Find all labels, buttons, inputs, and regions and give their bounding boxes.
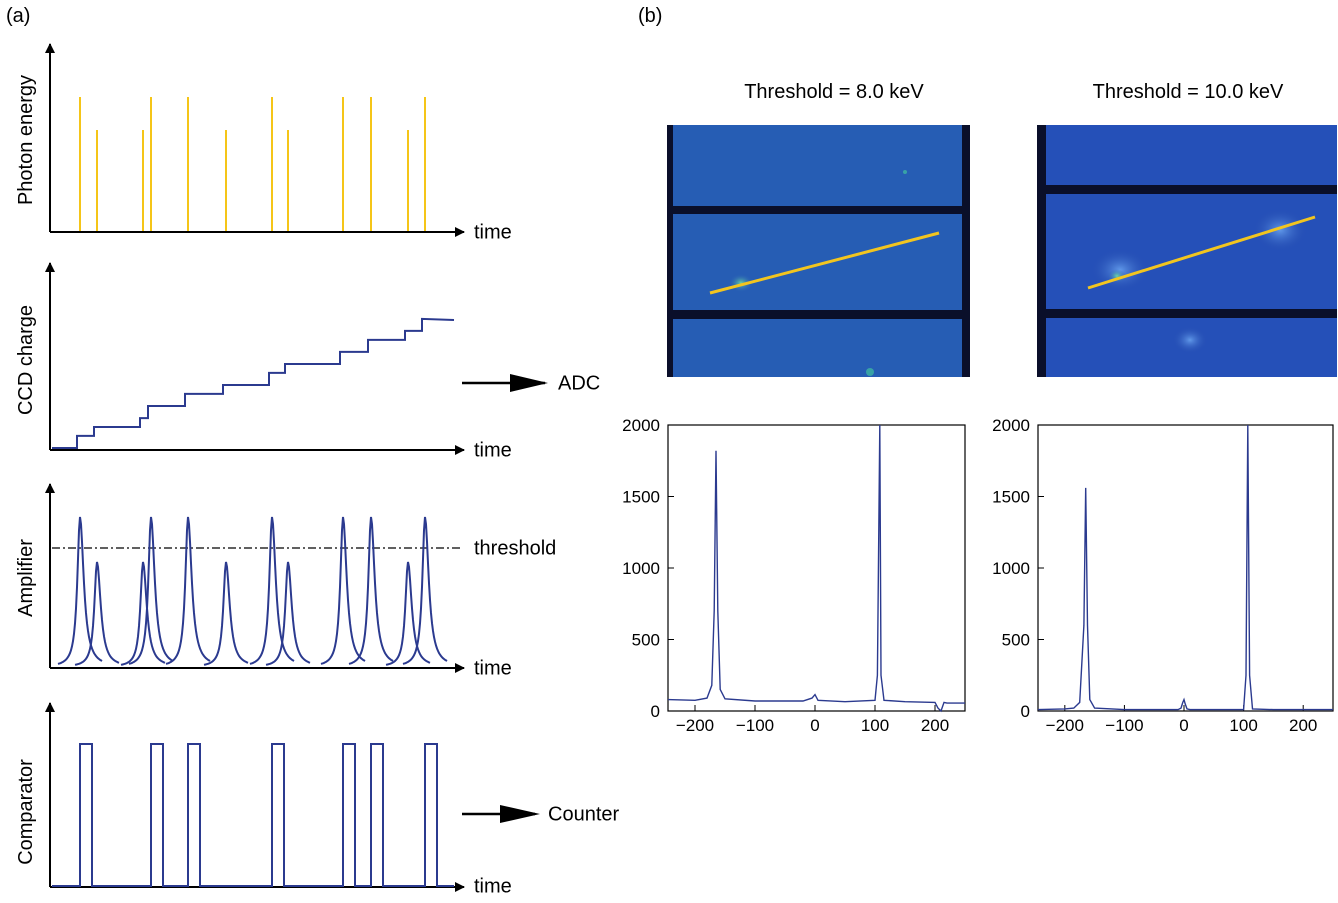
counter-arrow-head: [500, 805, 540, 823]
detector-gap: [667, 206, 970, 214]
y-axis-label: CCD charge: [15, 305, 37, 415]
profile-line-series: [1037, 424, 1333, 711]
profile-line: [709, 231, 940, 295]
amplifier-plot: Amplifier time threshold: [15, 483, 556, 679]
x-axis-label: time: [474, 439, 512, 461]
y-tick-label: 500: [632, 631, 660, 650]
amplifier-peak: [385, 561, 431, 666]
amplifier-peak: [348, 516, 394, 665]
detector-gap: [962, 125, 970, 377]
x-tick-label: −200: [1046, 716, 1084, 735]
amplifier-peak: [265, 561, 311, 666]
y-tick-label: 2000: [622, 416, 660, 435]
photon-pulses: [79, 97, 426, 231]
y-axis-label: Comparator: [15, 759, 37, 865]
y-tick-label: 2000: [992, 416, 1030, 435]
x-tick-label: 0: [1179, 716, 1188, 735]
y-tick-label: 500: [1002, 631, 1030, 650]
comparator-plot: Comparator time Counter: [15, 702, 619, 897]
detector-gap: [667, 310, 970, 319]
amplifier-peak: [120, 561, 166, 666]
x-tick-label: 200: [921, 716, 949, 735]
panel-b-label: (b): [638, 5, 662, 27]
amplifier-peak: [74, 561, 120, 666]
threshold-label: threshold: [474, 537, 556, 559]
x-tick-label: 0: [810, 716, 819, 735]
adc-label: ADC: [558, 372, 600, 394]
y-tick-label: 1000: [992, 559, 1030, 578]
y-tick-label: 1000: [622, 559, 660, 578]
profile-line: [1087, 215, 1316, 290]
image-title-left: Threshold = 8.0 keV: [744, 81, 924, 103]
bright-spot: [903, 170, 907, 174]
comparator-pulses: [52, 743, 454, 887]
adc-arrow-head: [510, 374, 548, 392]
x-tick-label: 100: [861, 716, 889, 735]
diffuse-glow: [1252, 208, 1308, 252]
ccd-charge-plot: CCD charge time ADC: [15, 262, 600, 461]
detector-image-right: [1037, 125, 1337, 377]
profile-line-series: [667, 424, 965, 713]
diffuse-glow: [1172, 326, 1208, 354]
detector-gap: [1037, 185, 1337, 194]
detector-shading: [667, 125, 970, 377]
amplifier-peak: [203, 561, 249, 666]
x-tick-label: −100: [736, 716, 774, 735]
y-axis-label: Photon energy: [15, 75, 37, 205]
amplifier-peaks: [57, 516, 448, 666]
detector-gap: [667, 125, 673, 377]
amplifier-peak: [57, 516, 103, 665]
panel-a-label: (a): [6, 5, 30, 27]
detector-gap: [1037, 309, 1337, 318]
image-title-right: Threshold = 10.0 keV: [1093, 81, 1284, 103]
amplifier-peak: [128, 516, 174, 665]
x-tick-label: 100: [1229, 716, 1257, 735]
x-axis-label: time: [474, 657, 512, 679]
y-tick-label: 1500: [992, 488, 1030, 507]
amplifier-peak: [249, 516, 295, 665]
detector-gap: [1037, 125, 1046, 377]
detector-image-left: [667, 125, 970, 377]
y-tick-label: 0: [1021, 702, 1030, 721]
amplifier-peak: [320, 516, 366, 665]
x-tick-label: −200: [676, 716, 714, 735]
y-tick-label: 0: [651, 702, 660, 721]
x-axis-label: time: [474, 221, 512, 243]
x-axis-label: time: [474, 875, 512, 897]
amplifier-peak: [165, 516, 211, 665]
detector-background: [667, 125, 970, 377]
y-axis-label: Amplifier: [15, 539, 37, 617]
photon-energy-plot: Photon energy time: [15, 43, 512, 243]
y-tick-label: 1500: [622, 488, 660, 507]
amplifier-peak: [402, 516, 448, 665]
ccd-charge-staircase: [52, 317, 455, 449]
counter-label: Counter: [548, 803, 619, 825]
bright-spot: [866, 368, 874, 376]
x-tick-label: −100: [1105, 716, 1143, 735]
x-tick-label: 200: [1289, 716, 1317, 735]
